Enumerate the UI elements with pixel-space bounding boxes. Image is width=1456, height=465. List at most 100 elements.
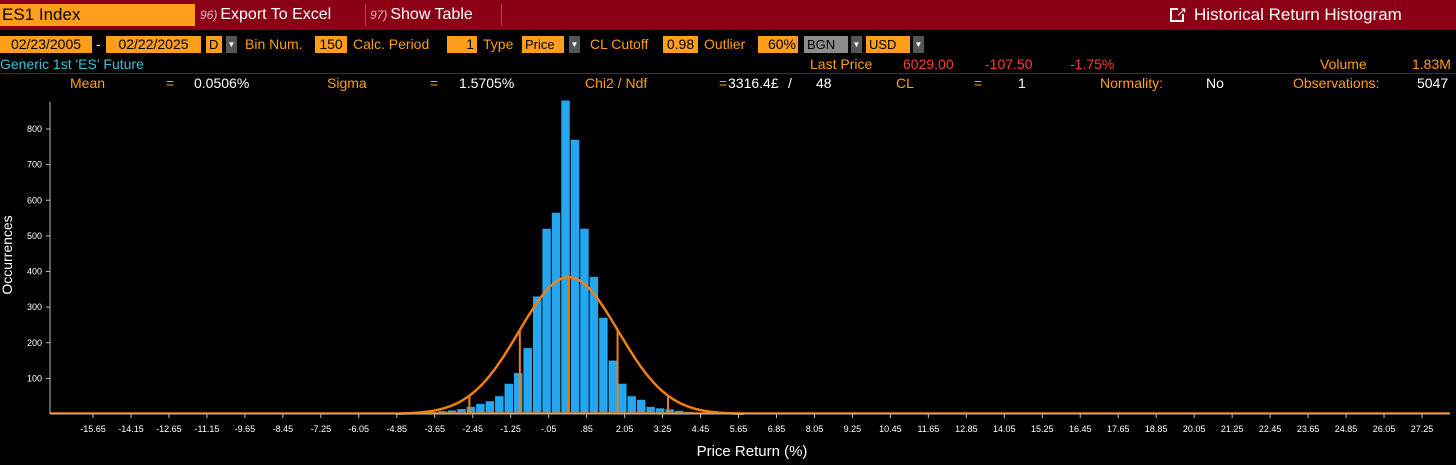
histogram-bar: [542, 228, 551, 414]
normality-value: No: [1206, 75, 1224, 91]
x-tick-label: 12.85: [955, 424, 978, 434]
show-table-button[interactable]: 97) Show Table: [370, 4, 500, 26]
cl-cutoff-field[interactable]: 0.98: [663, 36, 698, 53]
observations-label: Observations:: [1293, 75, 1380, 91]
x-tick-label: -8.45: [273, 424, 294, 434]
date-separator: -: [96, 36, 101, 52]
x-tick-label: 11.65: [917, 424, 939, 434]
chi2-ndf-separator: /: [788, 75, 792, 91]
cl-cutoff-label: CL Cutoff: [590, 36, 649, 52]
y-tick-label: 400: [27, 267, 42, 277]
histogram-bar: [504, 383, 514, 414]
end-date-field[interactable]: 02/22/2025: [106, 36, 201, 53]
x-tick-label: 3.25: [654, 424, 672, 434]
mean-value: 0.0506%: [194, 75, 250, 91]
x-tick-label: -2.45: [462, 424, 483, 434]
currency-dropdown[interactable]: USD: [866, 36, 910, 53]
histogram-bar: [514, 373, 523, 414]
type-dropdown[interactable]: Price: [522, 36, 564, 53]
cl-equals: =: [974, 75, 983, 91]
histogram-bar: [665, 409, 674, 414]
ticker-input[interactable]: ES1 Index: [0, 4, 195, 26]
histogram-bar: [636, 399, 646, 414]
x-tick-label: -12.65: [156, 424, 182, 434]
security-description: Generic 1st 'ES' Future: [0, 56, 144, 72]
histogram-bar: [589, 276, 599, 414]
histogram-bar: [561, 100, 570, 414]
histogram-bar: [495, 396, 504, 414]
x-tick-label: 26.05: [1373, 424, 1396, 434]
last-price-value: 6029.00: [903, 56, 954, 72]
external-link-icon[interactable]: [1170, 1, 1187, 23]
chevron-down-icon[interactable]: ▼: [851, 36, 862, 53]
chevron-down-icon[interactable]: ▼: [569, 36, 580, 53]
export-shortcut-number: 96): [200, 8, 218, 22]
volume-value: 1.83M: [1412, 56, 1451, 72]
volume-label: Volume: [1320, 56, 1367, 72]
x-tick-label: -1.25: [500, 424, 521, 434]
y-tick-label: 600: [27, 195, 42, 205]
x-tick-label: 18.85: [1145, 424, 1168, 434]
toolbar-divider: [365, 4, 366, 26]
normal-fit-curve: [396, 275, 744, 415]
calc-period-field[interactable]: 1: [447, 36, 477, 53]
function-title[interactable]: Historical Return Histogram: [1170, 1, 1456, 26]
export-to-excel-button[interactable]: 96) Export To Excel: [200, 4, 362, 26]
toolbar-divider: [501, 4, 502, 26]
x-tick-label: 27.25: [1411, 424, 1434, 434]
histogram-bar: [485, 401, 495, 414]
histogram-bar: [646, 406, 655, 414]
chi2-value: 3316.4£: [728, 75, 779, 91]
function-title-text: Historical Return Histogram: [1194, 5, 1402, 24]
histogram-bar: [655, 408, 665, 414]
sigma-label: Sigma: [327, 75, 367, 91]
x-tick-label: .85: [580, 424, 593, 434]
histogram-bar: [580, 228, 589, 414]
x-tick-label: -7.25: [311, 424, 332, 434]
y-axis-title: Occurrences: [0, 215, 15, 294]
x-tick-label: -9.65: [235, 424, 256, 434]
periodicity-dropdown[interactable]: D: [206, 36, 222, 53]
x-tick-label: 23.65: [1297, 424, 1320, 434]
histogram-bar: [608, 360, 618, 414]
x-tick-label: 22.45: [1259, 424, 1282, 434]
histogram-bar: [599, 317, 608, 414]
start-date-field[interactable]: 02/23/2005: [0, 36, 92, 53]
bin-num-field[interactable]: 150: [315, 36, 347, 53]
outlier-field[interactable]: 60%: [758, 36, 798, 53]
x-tick-label: -15.65: [80, 424, 106, 434]
x-tick-label: 8.05: [806, 424, 824, 434]
price-change-value: -107.50: [985, 56, 1033, 72]
x-tick-label: -11.15: [194, 424, 219, 434]
cl-label: CL: [896, 75, 914, 91]
ndf-value: 48: [816, 75, 832, 91]
x-tick-label: 5.65: [730, 424, 748, 434]
x-axis-title: Price Return (%): [697, 443, 808, 460]
export-label: Export To Excel: [220, 6, 332, 23]
histogram-bar: [476, 404, 485, 414]
x-tick-label: 4.45: [692, 424, 710, 434]
source-dropdown[interactable]: BGN: [804, 36, 848, 53]
x-tick-label: 6.85: [768, 424, 786, 434]
histogram-bar: [551, 212, 561, 414]
x-tick-label: -4.85: [387, 424, 408, 434]
sigma-equals: =: [430, 75, 439, 91]
chi2-ndf-label: Chi2 / Ndf: [585, 75, 648, 91]
x-tick-label: 14.05: [993, 424, 1016, 434]
show-table-label: Show Table: [390, 6, 473, 23]
cl-value: 1: [1018, 75, 1026, 91]
chevron-down-icon[interactable]: ▼: [913, 36, 924, 53]
chevron-down-icon[interactable]: ▼: [226, 36, 237, 53]
last-price-label: Last Price: [810, 56, 873, 72]
price-change-pct-value: -1.75%: [1070, 56, 1115, 72]
function-toolbar: [0, 0, 1456, 30]
x-tick-label: -6.05: [349, 424, 370, 434]
histogram-bar: [570, 139, 580, 414]
x-tick-label: -14.15: [118, 424, 144, 434]
sigma-value: 1.5705%: [459, 75, 515, 91]
normality-label: Normality:: [1100, 75, 1164, 91]
observations-value: 5047: [1417, 75, 1449, 91]
x-tick-label: 24.85: [1335, 424, 1358, 434]
x-tick-label: -.05: [541, 424, 557, 434]
calc-period-label: Calc. Period: [353, 36, 430, 52]
